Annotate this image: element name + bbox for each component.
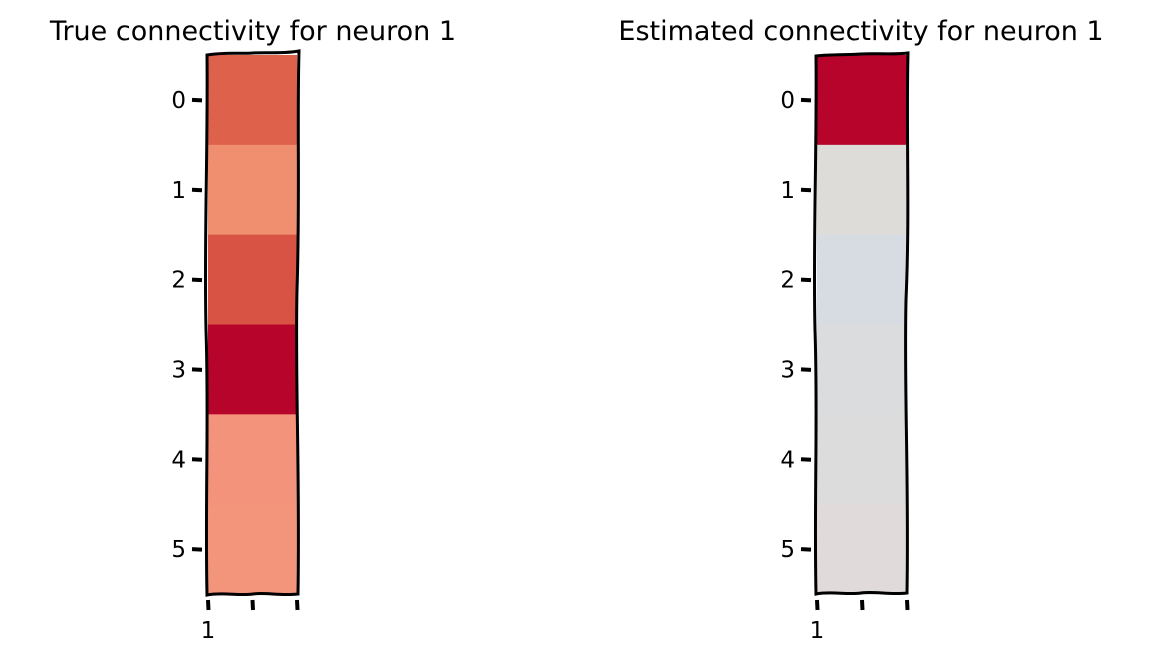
estimated-connectivity-row-label-1: 1 <box>780 178 795 204</box>
true-connectivity-col-tick-0 <box>206 599 211 611</box>
true-connectivity-row-tick-2 <box>191 277 203 283</box>
true-connectivity-col-tick-2 <box>295 599 300 611</box>
estimated-connectivity-row-tick-3 <box>800 367 812 372</box>
estimated-connectivity-panel: Estimated connectivity for neuron 1 0 1 2 3… <box>618 16 1103 644</box>
estimated-connectivity-row-tick-1 <box>800 187 812 193</box>
estimated-connectivity-row-ticks: 0 1 2 3 4 5 <box>780 88 812 563</box>
estimated-connectivity-cells <box>817 55 907 595</box>
estimated-connectivity-col-tick-0 <box>815 599 820 611</box>
true-connectivity-row-tick-1 <box>191 187 203 193</box>
estimated-connectivity-row-label-5: 5 <box>780 537 795 563</box>
true-connectivity-row-tick-4 <box>191 457 203 462</box>
estimated-connectivity-cell-4 <box>817 414 907 505</box>
true-connectivity-row-tick-3 <box>191 367 203 372</box>
estimated-connectivity-row-label-3: 3 <box>780 357 795 383</box>
true-connectivity-cells <box>208 55 297 595</box>
true-connectivity-title: True connectivity for neuron 1 <box>49 16 456 47</box>
true-connectivity-cell-3 <box>208 324 297 415</box>
true-connectivity-row-label-2: 2 <box>171 268 186 294</box>
true-connectivity-cell-1 <box>208 144 297 236</box>
estimated-connectivity-col-tick-2 <box>905 599 910 611</box>
true-connectivity-row-label-1: 1 <box>171 178 186 204</box>
true-connectivity-cell-0 <box>208 55 297 146</box>
true-connectivity-row-ticks: 0 1 2 3 4 5 <box>171 88 203 563</box>
true-connectivity-row-tick-0 <box>191 97 203 103</box>
estimated-connectivity-cell-1 <box>817 144 907 236</box>
true-connectivity-cell-4 <box>208 414 297 505</box>
estimated-connectivity-row-tick-2 <box>800 277 812 283</box>
estimated-connectivity-cell-0 <box>817 55 907 146</box>
estimated-connectivity-col-ticks: 1 <box>810 599 910 644</box>
true-connectivity-frame <box>203 49 301 597</box>
estimated-connectivity-col-tick-1 <box>860 599 865 611</box>
true-connectivity-col-ticks: 1 <box>201 599 300 644</box>
true-connectivity-row-label-4: 4 <box>171 447 186 473</box>
true-connectivity-cell-2 <box>208 234 297 326</box>
estimated-connectivity-col-label-1: 1 <box>810 618 825 644</box>
true-connectivity-row-tick-5 <box>191 547 203 552</box>
estimated-connectivity-row-label-2: 2 <box>780 268 795 294</box>
true-connectivity-panel: True connectivity for neuron 1 0 1 2 3 4 5 1 <box>49 16 456 644</box>
estimated-connectivity-cell-5 <box>817 504 907 595</box>
true-connectivity-col-label-1: 1 <box>201 618 216 644</box>
estimated-connectivity-row-tick-5 <box>800 547 812 552</box>
true-connectivity-col-tick-1 <box>250 599 255 611</box>
true-connectivity-row-label-3: 3 <box>171 357 186 383</box>
estimated-connectivity-title: Estimated connectivity for neuron 1 <box>618 16 1103 47</box>
true-connectivity-row-label-5: 5 <box>171 537 186 563</box>
estimated-connectivity-row-tick-4 <box>800 457 812 462</box>
estimated-connectivity-row-label-4: 4 <box>780 447 795 473</box>
estimated-connectivity-row-label-0: 0 <box>780 88 795 114</box>
estimated-connectivity-frame <box>812 51 910 596</box>
estimated-connectivity-row-tick-0 <box>800 97 812 103</box>
true-connectivity-row-label-0: 0 <box>171 88 186 114</box>
true-connectivity-cell-5 <box>208 504 297 595</box>
estimated-connectivity-cell-2 <box>817 234 907 326</box>
estimated-connectivity-cell-3 <box>817 324 907 415</box>
